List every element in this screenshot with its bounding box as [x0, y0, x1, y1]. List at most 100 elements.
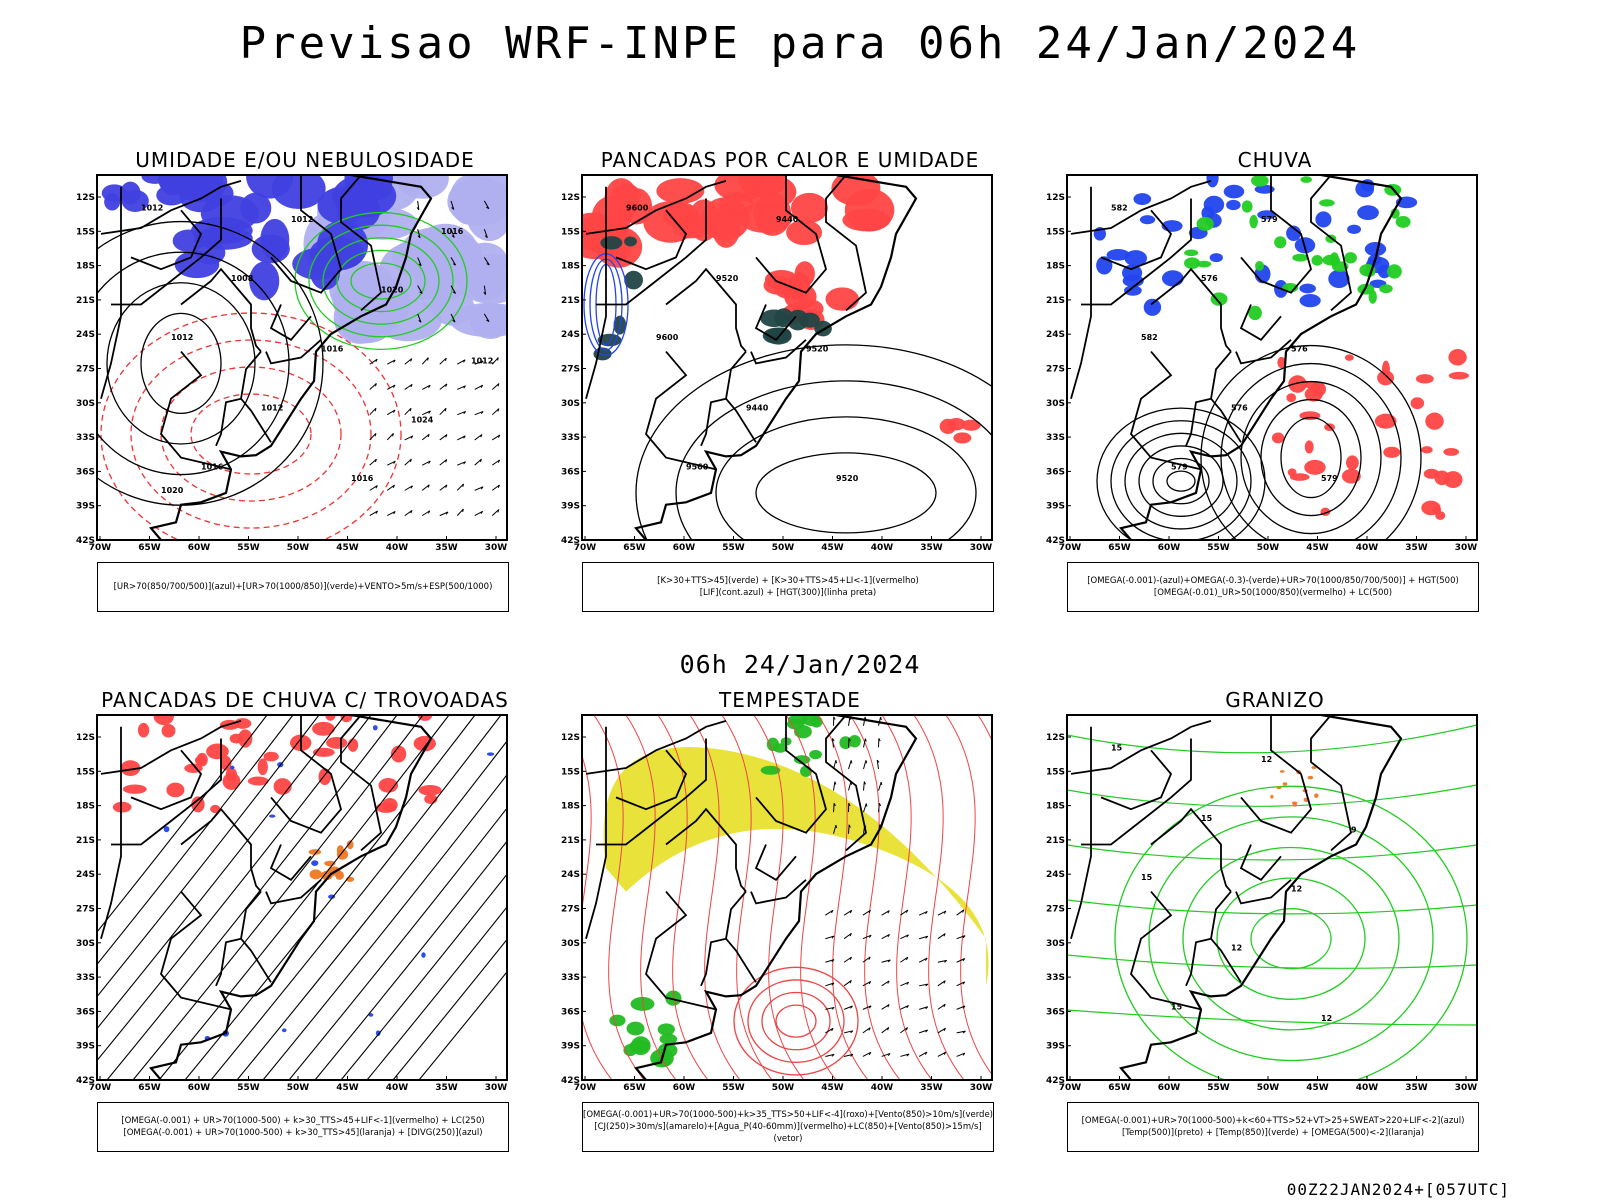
wind-vector [439, 434, 448, 441]
wind-vector [393, 511, 396, 515]
wind-vector [905, 909, 909, 913]
contour-label: 12 [1321, 1014, 1332, 1023]
omega-blue-area [1143, 298, 1162, 316]
omega-blue-area [1347, 224, 1362, 234]
lon-tick-label: 65W [623, 1083, 646, 1093]
thickness-contour [160, 366, 342, 502]
wind-vector [404, 435, 414, 441]
lon-tick-label: 65W [623, 543, 646, 553]
streamline-250 [262, 773, 507, 1080]
wind-vector [868, 910, 871, 914]
rain-area [1377, 370, 1395, 386]
rain-area [1443, 448, 1460, 456]
lat-tick-label: 24S [561, 870, 580, 880]
omega-blue-area [1257, 210, 1276, 220]
country-border [1310, 175, 1352, 312]
lat-tick-label: 42S [561, 536, 580, 546]
thunderstorm-area [222, 772, 241, 790]
lat-tick-label: 21S [561, 296, 580, 306]
omega-green-area [1248, 305, 1262, 321]
lon-tick-label: 55W [1207, 543, 1230, 553]
country-border [215, 891, 262, 987]
thunderstorm-area [273, 778, 292, 795]
rain-area [1423, 468, 1440, 479]
omega-500-area [1307, 775, 1314, 780]
wind-vector [439, 484, 448, 491]
lon-tick-label: 50W [772, 543, 795, 553]
omega-blue-area [1139, 215, 1156, 225]
thunderstorm-area [390, 745, 407, 763]
wind-vector [369, 358, 378, 365]
wind-vector [393, 384, 396, 388]
contour-label: 15 [1201, 814, 1213, 823]
country-border [100, 726, 122, 939]
wind-vector [450, 313, 456, 323]
wind-vector [491, 459, 500, 466]
contour-label: 12 [1291, 885, 1302, 894]
wind-vector [863, 803, 867, 813]
lon-tick-label: 70W [1059, 543, 1082, 553]
contour-label: 576 [1231, 403, 1248, 412]
thunderstorm-area [340, 715, 353, 723]
wind-vector [392, 433, 394, 437]
omega-green-area [1344, 252, 1357, 264]
wind-vector [878, 781, 882, 791]
streamline-250 [106, 715, 398, 1080]
wind-vector [887, 910, 890, 914]
lon-tick-label: 70W [574, 543, 597, 553]
omega-green-area [1255, 260, 1265, 271]
lon-tick-label: 55W [237, 1083, 260, 1093]
lon-tick-label: 50W [287, 1083, 310, 1093]
lat-tick-label: 36S [76, 467, 95, 477]
rain-area [1304, 386, 1323, 402]
omega-blue-area [1206, 175, 1219, 188]
lat-tick-label: 18S [76, 262, 95, 272]
thunderstorm-area [325, 715, 336, 721]
heat-instability-area [763, 275, 793, 295]
heat-instability-area [604, 178, 639, 223]
wind-vector [393, 409, 396, 413]
lon-tick-label: 40W [871, 543, 894, 553]
lat-tick-label: 36S [76, 1007, 95, 1017]
wind-vector [457, 359, 466, 365]
country-border [725, 938, 757, 983]
temp-850-contour [1067, 899, 1477, 915]
contour-label: 1016 [321, 345, 344, 354]
wind-vector [409, 458, 412, 463]
rain-area [1304, 440, 1314, 454]
wind-vector [937, 910, 947, 916]
country-border [160, 891, 232, 1011]
wind-vector [450, 228, 455, 238]
contour-label: 1012 [471, 356, 493, 365]
wind-vector [439, 357, 447, 365]
lat-tick-label: 18S [1046, 262, 1065, 272]
streamline-850 [913, 715, 965, 1080]
lat-tick-label: 12S [1046, 193, 1065, 203]
wind-vector [835, 824, 838, 829]
thunderstorm-area [257, 758, 268, 776]
lat-tick-label: 24S [76, 330, 95, 340]
omega-green-area [1249, 214, 1258, 229]
heat-instability-area [643, 201, 698, 243]
lat-tick-label: 24S [561, 330, 580, 340]
wind-vector [944, 960, 948, 963]
thunderstorm-area [166, 782, 185, 798]
contour-label: 9600 [626, 203, 649, 212]
wind-850-area [626, 1021, 645, 1036]
wind-vector [833, 803, 835, 813]
wind-vector [374, 408, 377, 412]
wind-vector [831, 959, 835, 963]
wind-vector [462, 483, 465, 487]
rain-area [1304, 459, 1326, 475]
panel-title: PANCADAS DE CHUVA C/ TROVOADAS [101, 688, 509, 712]
omega-500-area [1291, 801, 1298, 805]
lon-tick-label: 40W [386, 543, 409, 553]
wind-vector [878, 803, 880, 813]
jet-stream-area [603, 746, 989, 986]
wind-vector [887, 1004, 890, 1008]
lat-tick-label: 21S [561, 836, 580, 846]
lat-tick-label: 39S [1046, 502, 1065, 512]
contour-label: 579 [1321, 474, 1338, 483]
wind-vector [825, 909, 834, 916]
lat-tick-label: 21S [76, 836, 95, 846]
